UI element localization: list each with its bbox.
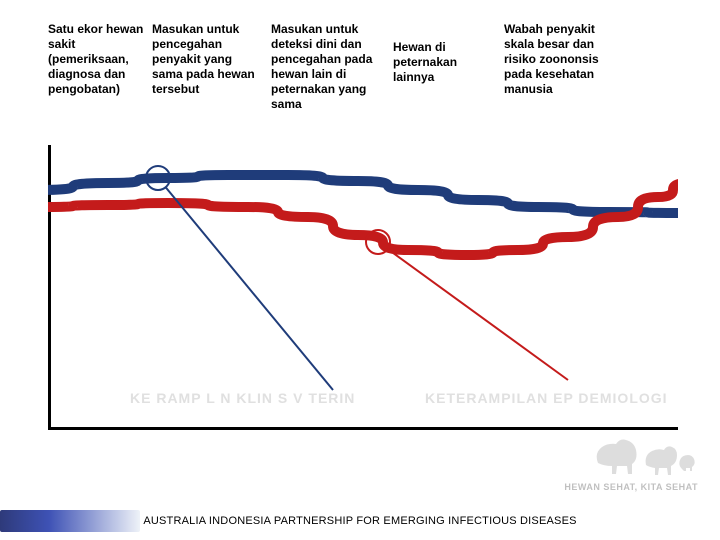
watermark-right: KETERAMPILAN EP DEMIOLOGI — [425, 390, 668, 406]
header-col-1: Satu ekor hewan sakit (pemeriksaan, diag… — [48, 22, 146, 112]
line-red — [48, 183, 678, 255]
footer-gradient — [0, 510, 140, 532]
watermark-left: KE RAMP L N KLIN S V TERIN — [130, 390, 355, 406]
animal-silhouettes — [588, 425, 698, 480]
slide-root: { "headers": { "col1": "Satu ekor hewan … — [0, 0, 720, 540]
header-row: Satu ekor hewan sakit (pemeriksaan, diag… — [0, 22, 720, 112]
chart-svg — [48, 145, 678, 430]
chart-area — [48, 145, 678, 430]
header-col-2: Masukan untuk pencegahan penyakit yang s… — [152, 22, 257, 112]
goat-silhouette-icon — [646, 446, 677, 475]
header-col-3: Masukan untuk deteksi dini dan pencegaha… — [271, 22, 381, 112]
callout-leader-red — [388, 249, 568, 380]
footer-bar: AUSTRALIA INDONESIA PARTNERSHIP FOR EMER… — [0, 502, 720, 540]
chicken-silhouette-icon — [679, 455, 694, 471]
brand-tagline: HEWAN SEHAT, KITA SEHAT — [564, 482, 698, 492]
header-col-4: Hewan di peternakan lainnya — [393, 40, 488, 112]
cow-silhouette-icon — [597, 440, 637, 475]
header-col-5: Wabah penyakit skala besar dan risiko zo… — [504, 22, 619, 112]
footer-text: AUSTRALIA INDONESIA PARTNERSHIP FOR EMER… — [143, 515, 576, 527]
